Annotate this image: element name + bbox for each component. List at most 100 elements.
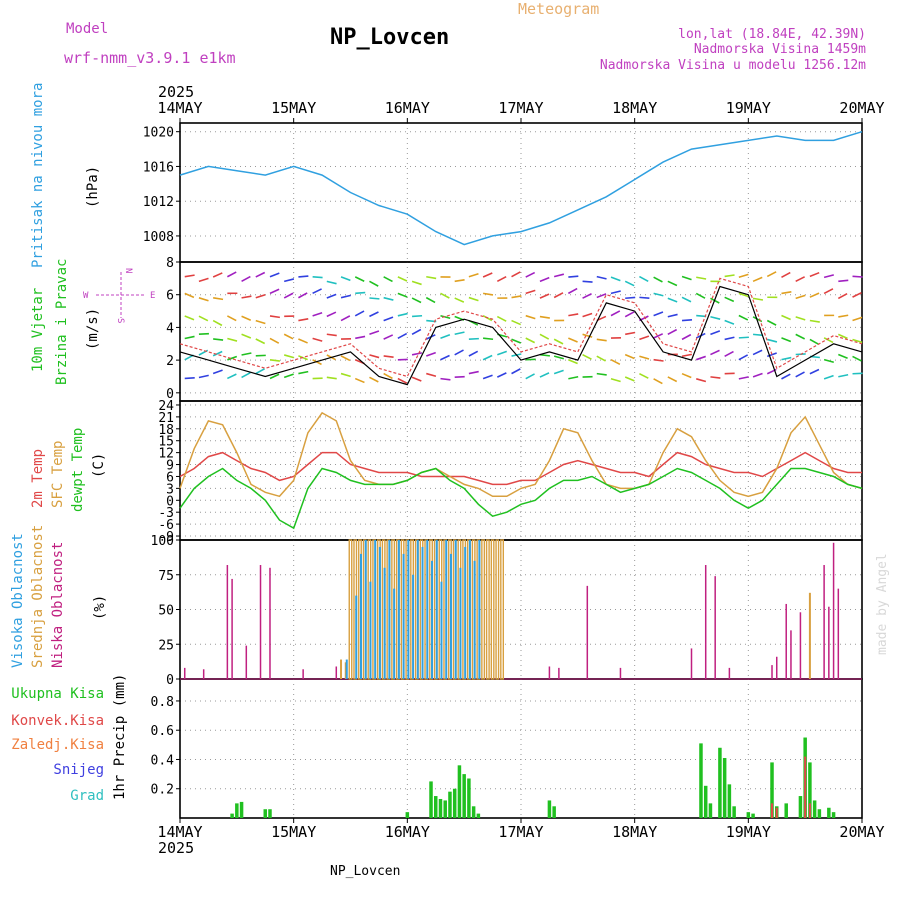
year-top: 2025 — [158, 83, 194, 101]
wind-speed-line — [179, 285, 863, 386]
cloud-low-bar — [714, 576, 716, 679]
wind-arrow — [625, 296, 636, 300]
wind-arrow — [667, 328, 678, 336]
precip-total-bar — [448, 791, 452, 818]
wind-arrow — [710, 330, 721, 336]
wind-arrow — [496, 276, 507, 283]
cloud-high-bar — [445, 540, 448, 679]
wind-arrow — [653, 358, 664, 362]
ytick-label: 50 — [158, 604, 174, 619]
cloud-mid-bar — [808, 592, 811, 679]
cloud-high-bar — [431, 560, 434, 679]
wind-arrow — [482, 354, 493, 361]
wind-arrow — [553, 369, 564, 375]
wind-arrow — [482, 272, 493, 278]
compass-west: W — [83, 291, 89, 301]
coords-label: lon,lat (18.84E, 42.39N) — [678, 27, 866, 42]
wind-arrow — [610, 377, 621, 383]
wind-arrow — [340, 315, 351, 322]
compass-north: N — [123, 268, 133, 273]
wind-arrow — [724, 350, 734, 358]
wind-arrow — [539, 372, 550, 378]
wind-arrow — [781, 314, 791, 321]
wind-arrow — [610, 276, 621, 282]
cloud-ylabel: (%) — [92, 595, 108, 620]
cloud-high-bar — [478, 540, 481, 679]
wind-arrow — [411, 328, 422, 335]
cloud-high-bar — [473, 560, 476, 679]
wind-arrow — [838, 353, 848, 359]
wind-arrow — [681, 353, 692, 358]
temp-side-label-1: 2m Temp — [30, 449, 46, 508]
wind-arrow — [312, 337, 323, 342]
wind-arrow — [639, 335, 650, 341]
precip-total-bar — [798, 796, 803, 818]
cloud-high-bar — [388, 540, 391, 679]
wind-arrow — [184, 274, 195, 278]
wind-arrow — [681, 275, 692, 281]
wind-arrow — [724, 274, 735, 278]
wind-arrow — [795, 371, 805, 378]
wind-arrow — [752, 349, 763, 356]
wind-arrow — [823, 358, 834, 363]
wind-arrow — [639, 296, 650, 299]
precip-total-bar — [732, 806, 736, 818]
wind-arrow — [539, 276, 550, 283]
wind-arrow — [667, 297, 678, 303]
cloud-low-bar — [828, 606, 830, 679]
wind-arrow — [468, 272, 479, 278]
wind-arrow — [596, 372, 607, 376]
xtick-label-top: 17MAY — [498, 99, 543, 117]
year-bottom: 2025 — [158, 839, 194, 857]
wind-arrow — [653, 378, 663, 385]
wind-arrow — [312, 276, 323, 279]
precip-conv-bar — [775, 807, 778, 818]
ytick-label: 0.2 — [151, 783, 174, 798]
wind-arrow — [496, 372, 507, 378]
wind-arrow — [823, 374, 834, 380]
wind-arrow — [227, 355, 238, 361]
precip-total-bar — [547, 800, 552, 818]
ytick-label: 24 — [158, 399, 174, 414]
precip-total-bar — [476, 813, 481, 818]
wind-arrow — [326, 333, 337, 337]
wind-arrow — [269, 288, 280, 295]
wind-arrow — [326, 293, 337, 299]
precip-total-bar — [812, 800, 817, 818]
wind-arrow — [226, 315, 237, 322]
ytick-label: 3 — [166, 482, 174, 497]
wind-arrow — [269, 315, 280, 319]
cloud-low-bar — [619, 667, 622, 679]
cloud-high-bar — [440, 581, 443, 679]
wind-arrow — [411, 352, 423, 356]
wind-side-label-2: Brzina i Pravac — [54, 259, 70, 385]
ytick-label: 6 — [166, 470, 174, 485]
wind-arrow — [795, 316, 806, 321]
page-title: NP_Lovcen — [330, 25, 449, 50]
cloud-side-label-2: Srednja Oblacnost — [30, 525, 46, 668]
wind-arrow — [681, 372, 692, 379]
wind-arrow — [212, 350, 223, 357]
wind-arrow — [582, 293, 592, 299]
wind-arrow — [468, 370, 479, 375]
wind-arrow — [752, 297, 764, 301]
wind-arrow — [383, 355, 394, 358]
cloud-mid-bar — [500, 539, 505, 680]
cloud-low-bar — [832, 542, 835, 679]
wind-arrow — [681, 318, 693, 322]
precip-total-bar — [230, 813, 234, 818]
wind-arrow — [553, 355, 565, 360]
precip-conv-bar — [771, 803, 774, 818]
wind-arrow — [468, 350, 479, 357]
wind-arrow — [511, 368, 521, 375]
wind-arrow — [838, 279, 849, 283]
wind-arrow — [696, 276, 707, 280]
cloud-high-bar — [454, 540, 457, 679]
wind-arrow — [397, 312, 408, 317]
wind-arrow — [781, 373, 791, 380]
precip-total-bar — [718, 747, 722, 818]
ytick-label: 8 — [166, 256, 174, 271]
wind-arrow — [241, 333, 252, 339]
wind-arrow — [767, 352, 777, 358]
wind-arrow — [823, 337, 834, 344]
